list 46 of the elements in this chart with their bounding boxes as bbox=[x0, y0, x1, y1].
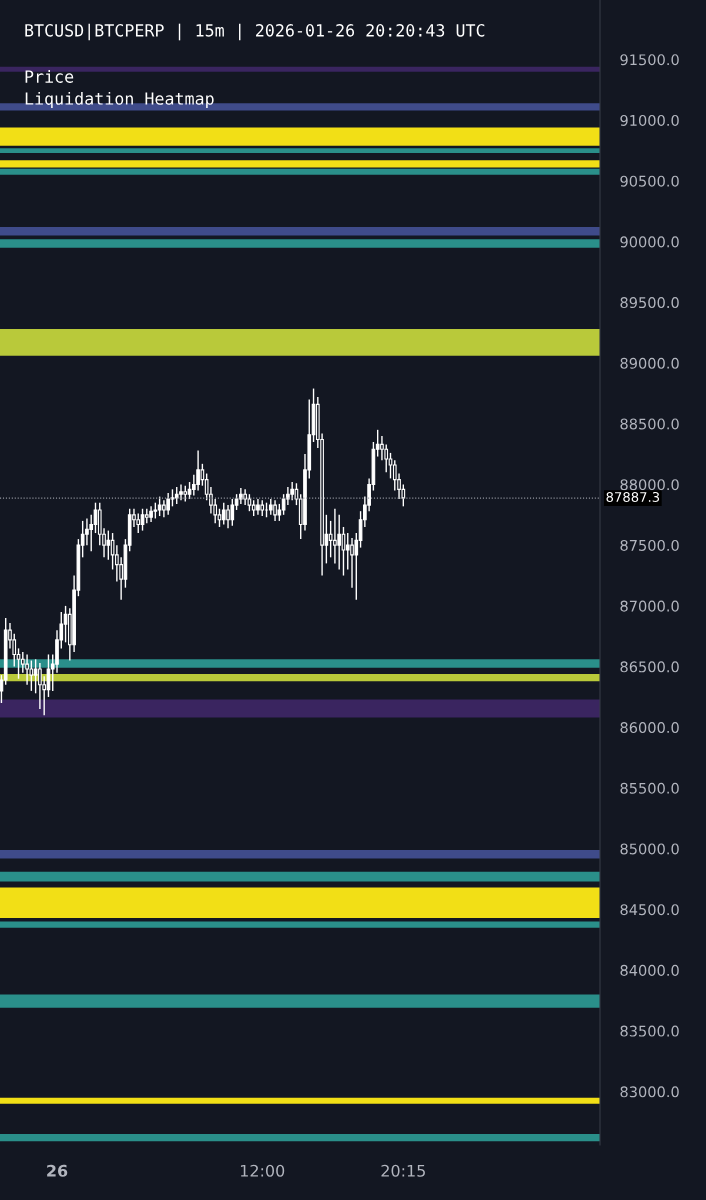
y-tick-label: 85000.0 bbox=[620, 843, 679, 855]
y-tick-label: 90500.0 bbox=[620, 175, 679, 187]
y-tick-label: 89000.0 bbox=[620, 357, 679, 369]
y-tick-label: 87000.0 bbox=[620, 600, 679, 612]
y-tick-label: 83500.0 bbox=[620, 1025, 679, 1037]
y-tick-label: 90000.0 bbox=[620, 236, 679, 248]
candlestick bbox=[106, 529, 111, 561]
y-tick-label: 87500.0 bbox=[620, 539, 679, 551]
candlestick bbox=[157, 495, 162, 517]
y-tick-label: 86500.0 bbox=[620, 661, 679, 673]
y-tick-label: 84000.0 bbox=[620, 964, 679, 976]
annotation: Liquidation Heatmap bbox=[25, 91, 214, 109]
y-tick-label: 84500.0 bbox=[620, 904, 679, 916]
y-tick-label: 86000.0 bbox=[620, 722, 679, 734]
candlestick bbox=[239, 487, 243, 505]
candlestick bbox=[179, 483, 183, 501]
x-tick-label: 12:00 bbox=[240, 1164, 285, 1177]
candlestick bbox=[290, 481, 294, 501]
y-tick-label: 89500.0 bbox=[620, 297, 679, 309]
candlestick bbox=[166, 492, 171, 516]
candlestick bbox=[85, 517, 89, 546]
candlestick bbox=[243, 488, 247, 506]
x-tick-label: 20:15 bbox=[381, 1164, 425, 1177]
candlestick bbox=[226, 504, 230, 529]
candlestick bbox=[350, 537, 354, 589]
candlestick bbox=[136, 512, 141, 534]
x-tick-label: 26 bbox=[47, 1164, 68, 1177]
candlestick bbox=[273, 499, 277, 522]
candlestick bbox=[345, 532, 350, 571]
y-tick-label: 83000.0 bbox=[620, 1086, 679, 1098]
y-tick-label: 85500.0 bbox=[620, 782, 679, 794]
candlestick bbox=[221, 501, 226, 526]
candlestick bbox=[33, 658, 38, 695]
y-tick-label: 88500.0 bbox=[620, 418, 679, 430]
annotation: Price bbox=[25, 69, 74, 83]
candlestick bbox=[196, 449, 200, 492]
candlestick bbox=[380, 435, 384, 461]
y-tick-label: 91000.0 bbox=[620, 114, 679, 126]
candlestick bbox=[230, 498, 235, 527]
candlestick bbox=[388, 452, 393, 480]
ref-line-label: 87887.3 bbox=[606, 492, 660, 502]
candlestick bbox=[333, 508, 337, 565]
y-tick-label: 91500.0 bbox=[620, 54, 679, 66]
candlestick bbox=[25, 653, 29, 686]
text: BTCUSD|BTCPERP | 15m | 2026-01-26 20:20:43 UTC bbox=[25, 23, 485, 41]
y-tick-label: 88000.0 bbox=[620, 479, 679, 491]
